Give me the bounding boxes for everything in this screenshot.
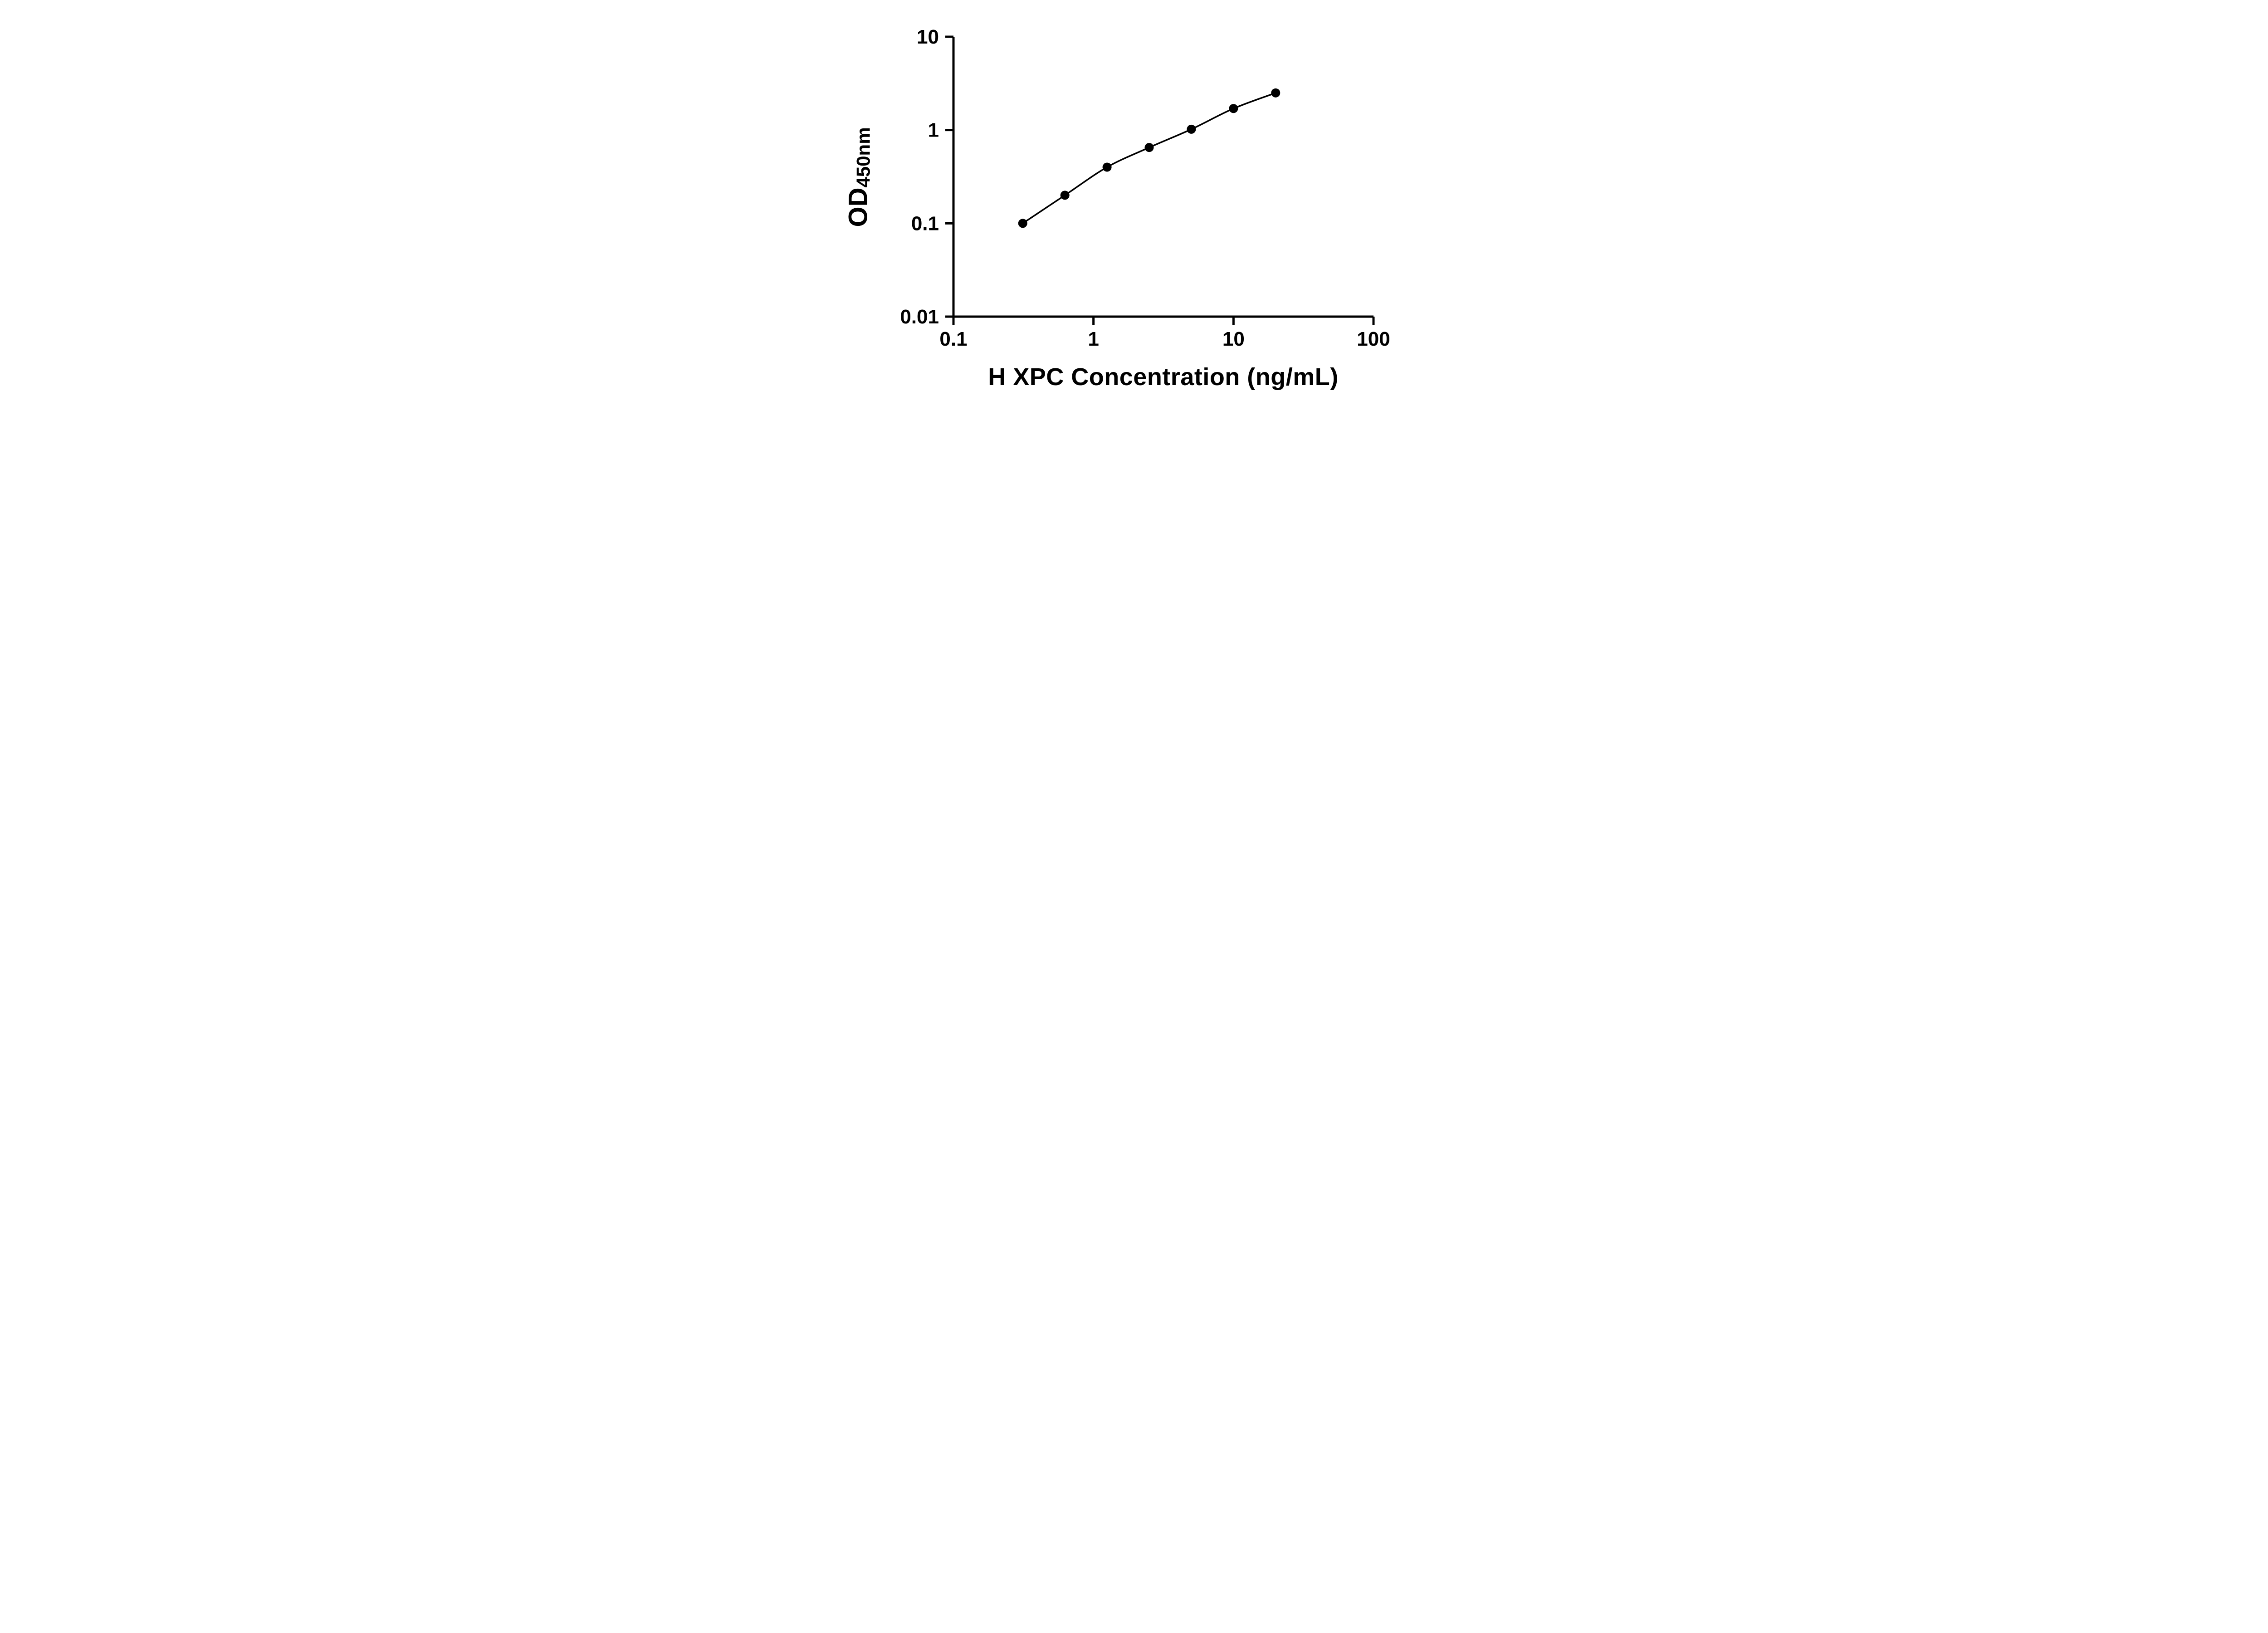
data-point <box>1271 88 1280 98</box>
figure-page: 0.1 1 10 100 0.01 0.1 1 10 OD 450nm H XPC Conce… <box>842 0 1426 408</box>
y-tick-label: 10 <box>917 26 939 48</box>
x-tick-label: 100 <box>1357 328 1390 350</box>
standard-curve-chart: 0.1 1 10 100 0.01 0.1 1 10 OD 450nm H XPC Conce… <box>843 0 1426 408</box>
x-tick-label: 1 <box>1088 328 1099 350</box>
x-tick-label: 0.1 <box>939 328 967 350</box>
y-axis-title-main: OD <box>844 187 874 227</box>
y-axis-title-text: OD 450nm <box>843 127 874 227</box>
data-point <box>1228 104 1238 113</box>
data-point <box>1060 191 1070 200</box>
y-axis-title-subscript: 450nm <box>852 127 874 188</box>
y-tick-label: 1 <box>928 119 938 142</box>
x-tick-label: 10 <box>1222 328 1244 350</box>
data-point <box>1186 124 1196 134</box>
data-point <box>1018 219 1027 228</box>
y-tick-label: 0.01 <box>900 306 939 328</box>
data-point <box>1144 143 1154 152</box>
x-axis-title: H XPC Concentration (ng/mL) <box>988 363 1339 391</box>
y-tick-label: 0.1 <box>911 212 938 235</box>
data-point <box>1102 162 1112 172</box>
y-axis-title: OD 450nm <box>844 0 911 354</box>
fit-curve <box>1022 92 1276 224</box>
